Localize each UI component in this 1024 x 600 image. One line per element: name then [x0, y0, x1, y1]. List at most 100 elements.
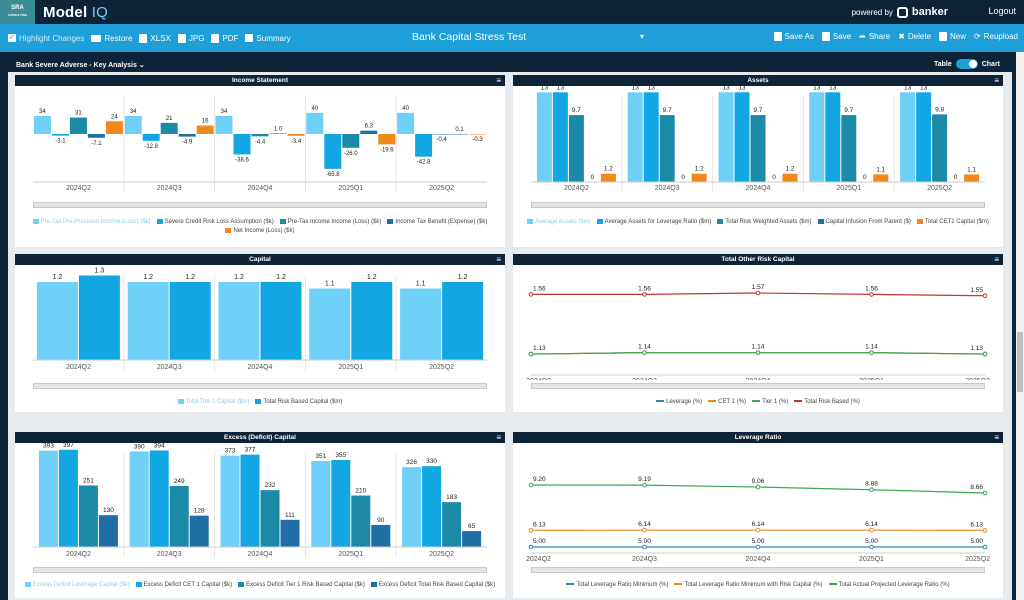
legend-item[interactable]: Excess Deficit Total Risk Based Capital … [370, 581, 495, 590]
bar-value-label: 1.2 [53, 274, 63, 281]
hamburger-menu-icon[interactable]: ≡ [994, 255, 999, 264]
bar [782, 173, 798, 182]
data-point [528, 482, 534, 488]
highlight-changes-toggle[interactable]: Highlight Changes [8, 34, 84, 43]
x-axis-tick-label: 2025Q2 [965, 378, 990, 380]
bar [58, 449, 78, 547]
point-value-label: 1.13 [970, 345, 983, 352]
legend-swatch [656, 400, 665, 403]
new-button[interactable]: New [939, 32, 966, 41]
hamburger-menu-icon[interactable]: ≡ [994, 433, 999, 442]
legend-item[interactable]: Income Tax Benefit (Expense) ($k) [387, 218, 487, 227]
pdf-button[interactable]: PDF [211, 33, 238, 43]
legend-swatch [24, 581, 31, 587]
legend-item[interactable]: Excess Deficit CET 1 Capital ($k) [135, 581, 233, 590]
chart-range-slider[interactable] [531, 567, 985, 573]
chart-range-slider[interactable] [531, 383, 985, 389]
xlsx-button[interactable]: XLSX [139, 33, 171, 43]
hamburger-menu-icon[interactable]: ≡ [496, 433, 501, 442]
save-button[interactable]: Save [821, 32, 851, 41]
panel-header: Excess (Deficit) Capital ≡ [15, 432, 505, 443]
legend-label: Total Tier 1 Capital ($m) [185, 399, 250, 405]
legend-label: Excess Deficit CET 1 Capital ($k) [143, 582, 233, 588]
reupload-button[interactable]: ⟳ Reupload [974, 32, 1018, 41]
bar-value-label: 9.7 [663, 107, 672, 114]
legend-item[interactable]: Leverage (%) [656, 398, 702, 407]
logout-link[interactable]: Logout [988, 6, 1016, 16]
legend-item[interactable]: Capital Infusion From Parent ($) [817, 218, 911, 227]
delete-button[interactable]: ✖ Delete [898, 32, 931, 41]
bar [400, 288, 442, 360]
chart-range-slider[interactable] [33, 202, 487, 208]
data-point [982, 351, 988, 357]
page-scrollbar[interactable] [1016, 52, 1024, 600]
bar-value-label: 130 [103, 507, 114, 514]
legend-item[interactable]: Total Leverage Ratio Minimum with Risk C… [674, 581, 823, 590]
legend-item[interactable]: Total Risk Based (%) [794, 398, 860, 407]
hamburger-menu-icon[interactable]: ≡ [496, 76, 501, 85]
chart-range-slider[interactable] [531, 202, 985, 208]
bar-value-label: 65 [468, 523, 476, 530]
summary-checkbox[interactable] [245, 34, 254, 42]
save-as-button[interactable]: Save As [773, 32, 814, 41]
hamburger-menu-icon[interactable]: ≡ [496, 255, 501, 264]
legend-item[interactable]: Excess Deficit Tier 1 Risk Based Capital… [238, 581, 365, 590]
legend-swatch [566, 583, 575, 586]
summary-toggle[interactable]: Summary [245, 34, 291, 43]
legend-item[interactable]: Average Assets ($m) [527, 218, 591, 227]
capital-chart: 1.2 1.3 2024Q2 1.2 1.2 2024Q3 1.2 1.2 2024Q4 1.1 1… [33, 268, 487, 371]
chart-range-slider[interactable] [33, 383, 487, 389]
data-point [642, 544, 647, 550]
bar [442, 502, 462, 547]
legend-item[interactable]: Total Tier 1 Capital ($m) [177, 398, 250, 407]
restore-button[interactable]: Restore [91, 34, 132, 43]
bar [233, 134, 251, 155]
jpg-button[interactable]: JPG [177, 33, 204, 43]
legend-item[interactable]: Total Leverage Ratio Minimum (%) [566, 581, 668, 590]
legend-item[interactable]: Total CET1 Capital ($m) [916, 218, 989, 227]
page-scrollbar-thumb[interactable] [1017, 332, 1023, 392]
scenario-dropdown-icon[interactable]: ▾ [640, 32, 645, 41]
x-axis-tick-label: 2024Q2 [66, 185, 91, 192]
hamburger-menu-icon[interactable]: ≡ [994, 76, 999, 85]
bar [240, 454, 260, 547]
table-view-label: Table [933, 60, 952, 68]
other-risk-capital-chart: 1.13 1.14 1.14 1.14 1.13 1.56 1.56 1.57 1.56 1.55… [526, 284, 990, 380]
bar [129, 451, 149, 547]
legend-item[interactable]: Severe Credit Risk Loss Assumption ($k) [156, 218, 274, 227]
leverage-ratio-chart: 5.00 5.00 5.00 5.00 5.00 6.13 6.14 6.14 6.14 6.13… [526, 476, 990, 563]
legend-item[interactable]: CET 1 (%) [708, 398, 746, 407]
legend-item[interactable]: Average Assets for Leverage Ratio ($m) [596, 218, 711, 227]
share-button[interactable]: ➦ Share [859, 32, 890, 41]
legend-item[interactable]: Pre-Tax Pre-Provision Income (Loss) ($k) [32, 218, 151, 227]
chart-range-slider[interactable] [33, 567, 487, 573]
bar [218, 282, 260, 360]
save-as-label: Save As [784, 32, 814, 41]
restore-label: Restore [104, 33, 133, 43]
highlight-checkbox[interactable] [8, 34, 16, 42]
legend-swatch [717, 218, 724, 224]
bar [124, 115, 142, 134]
legend-item[interactable]: Tier 1 (%) [752, 398, 788, 407]
x-axis-tick-label: 2025Q2 [965, 556, 990, 563]
jpg-file-icon [177, 33, 186, 43]
legend-item[interactable]: Excess Deficit Leverage Capital ($k) [24, 581, 130, 590]
bar-value-label: 183 [446, 494, 457, 501]
legend-item[interactable]: Total Actual Projected Leverage Ratio (%… [828, 581, 950, 590]
legend-item[interactable]: Total Risk Weighted Assets ($m) [717, 218, 812, 227]
x-axis-tick-label: 2024Q3 [655, 185, 680, 192]
bar [160, 122, 178, 134]
table-chart-switch[interactable] [955, 59, 978, 69]
legend-item[interactable]: Net Income (Loss) ($k) [225, 227, 295, 236]
bar [142, 134, 160, 141]
legend-item[interactable]: Total Risk Based Capital ($m) [255, 398, 342, 407]
bar-value-label: -7.1 [91, 141, 102, 147]
legend-item[interactable]: Pre-Tax Income Income (Loss) ($k) [279, 218, 381, 227]
scenario-title[interactable]: Bank Capital Stress Test [412, 31, 527, 43]
chart-legend: Pre-Tax Pre-Provision Income (Loss) ($k)… [15, 218, 505, 236]
assets-chart: 13 13 9.7 0 1.2 2024Q2 13 13 9.7 0 1.2 2024Q3 13 13 9.… [531, 86, 985, 192]
bar [189, 515, 209, 547]
analysis-selector[interactable]: Bank Severe Adverse - Key Analysis ⌄ [16, 61, 145, 69]
bar-value-label: 0.1 [455, 127, 464, 133]
point-value-label: 9.19 [638, 476, 651, 483]
